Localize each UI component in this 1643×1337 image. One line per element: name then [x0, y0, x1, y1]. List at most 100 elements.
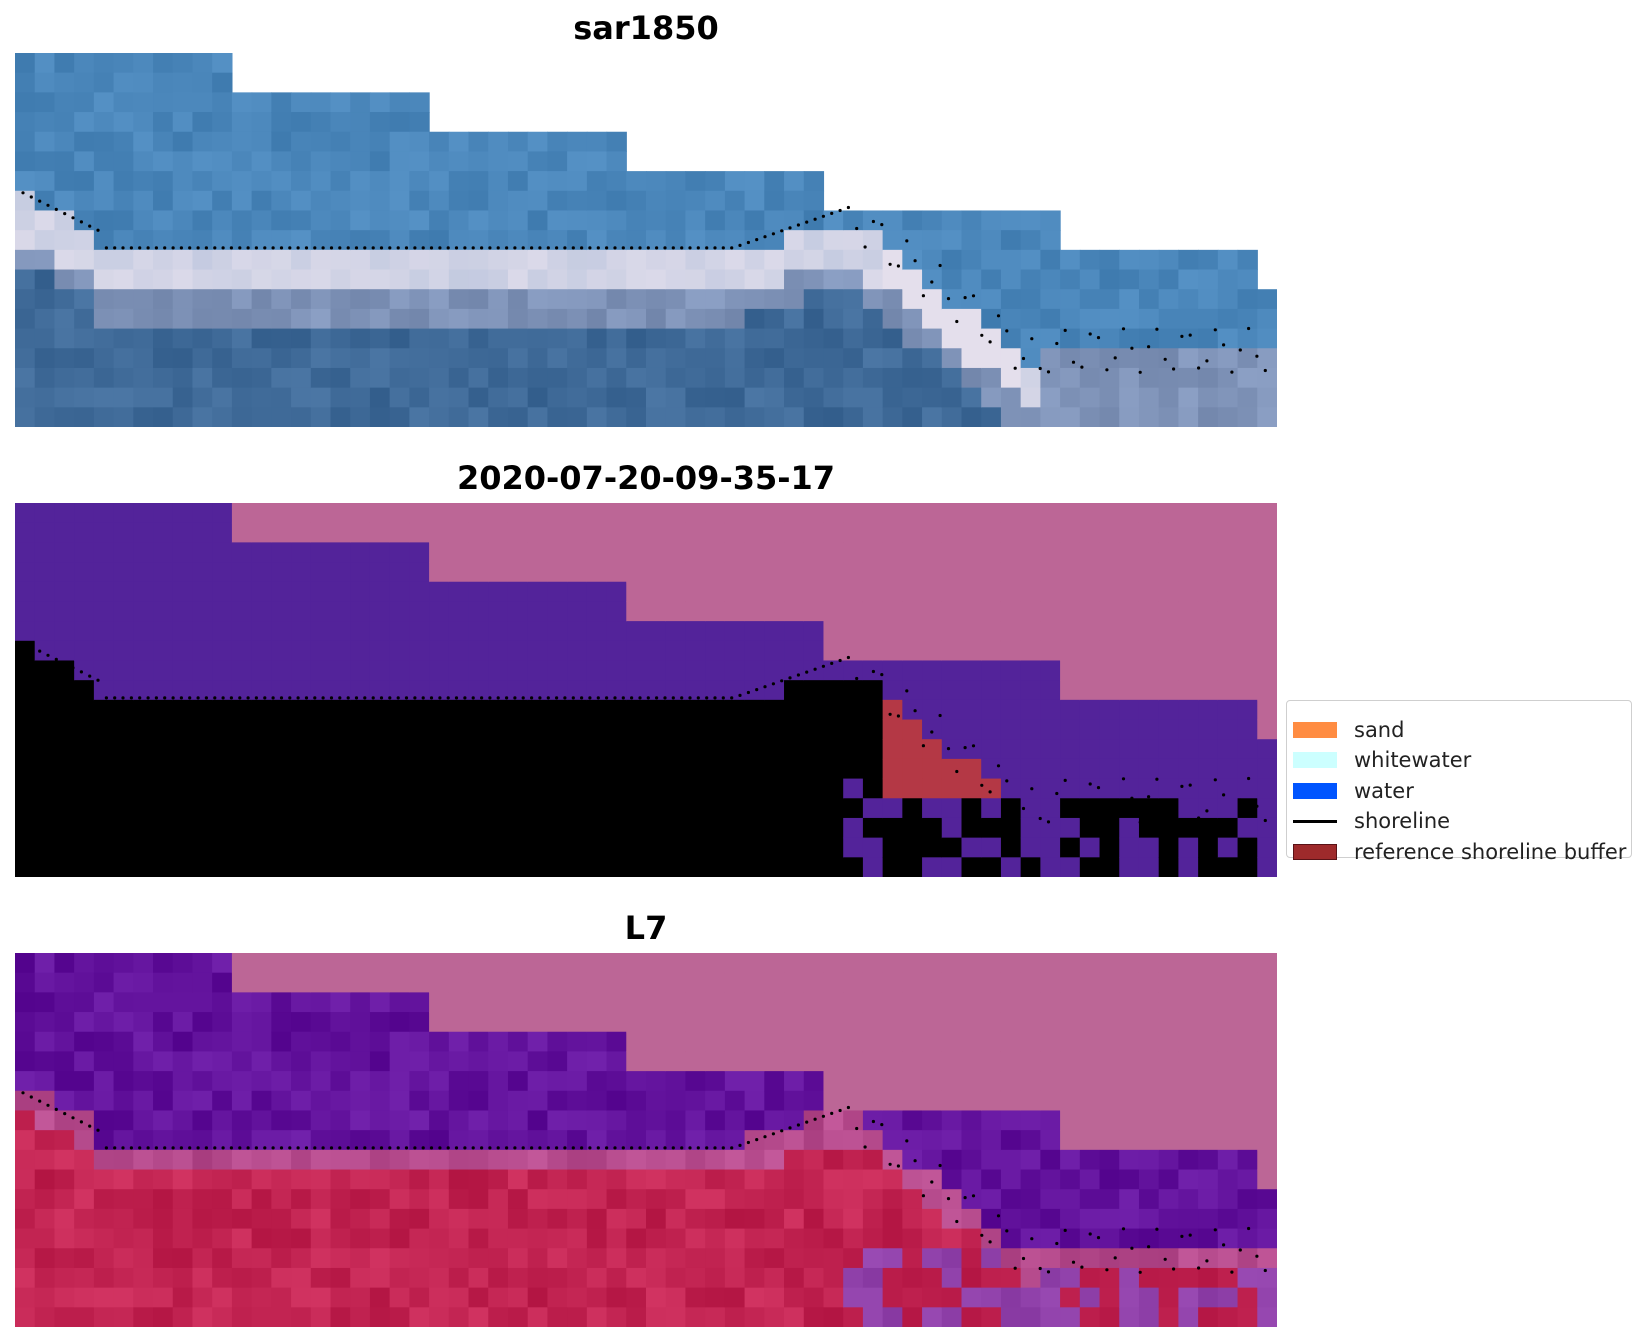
nodata-pixel — [1217, 1130, 1239, 1151]
sar-pixel — [567, 348, 588, 369]
shoreline-point — [213, 1146, 217, 1150]
nodata-pixel — [271, 522, 292, 543]
class-pixel — [310, 798, 332, 819]
index-pixel — [567, 1287, 588, 1308]
class-pixel — [74, 581, 95, 603]
class-pixel — [586, 581, 608, 603]
sar-pixel — [1079, 407, 1101, 427]
shoreline-point — [1080, 815, 1084, 819]
nodata-pixel — [1138, 953, 1160, 974]
class-pixel — [882, 699, 903, 721]
index-pixel — [1138, 1149, 1160, 1171]
sar-pixel — [172, 151, 194, 172]
index-pixel — [330, 1248, 351, 1269]
shoreline-point — [488, 696, 492, 700]
index-pixel — [685, 1267, 706, 1289]
shoreline-point — [1005, 1229, 1009, 1233]
class-pixel — [172, 719, 194, 740]
nodata-pixel — [646, 953, 667, 974]
nodata-pixel — [764, 542, 785, 563]
nodata-pixel — [1099, 1012, 1120, 1033]
index-pixel — [93, 1071, 115, 1092]
class-pixel — [153, 640, 174, 662]
shoreline-point — [1088, 1232, 1092, 1236]
nodata-pixel — [448, 542, 470, 563]
shoreline-point — [304, 1146, 309, 1150]
sar-pixel — [468, 328, 489, 349]
sar-pixel — [724, 387, 746, 408]
class-pixel — [823, 719, 844, 740]
shoreline-point — [1071, 810, 1076, 814]
sar-pixel — [15, 171, 36, 192]
index-pixel — [606, 1110, 627, 1131]
shoreline-point — [688, 696, 692, 700]
nodata-pixel — [685, 972, 706, 993]
sar-pixel — [34, 249, 56, 271]
sar-pixel — [606, 151, 627, 172]
index-pixel — [981, 1307, 1002, 1327]
shoreline-point — [755, 1138, 759, 1142]
sar-pixel — [74, 53, 95, 74]
shoreline-point — [338, 246, 342, 250]
index-pixel — [724, 1169, 746, 1190]
index-pixel — [1257, 1307, 1277, 1327]
nodata-pixel — [922, 1031, 943, 1053]
sar-pixel — [291, 92, 312, 113]
class-pixel — [843, 719, 864, 740]
shoreline-point — [771, 232, 776, 236]
sar-pixel — [724, 348, 746, 369]
class-pixel — [1060, 837, 1081, 858]
sar-pixel — [1198, 348, 1219, 369]
sar-pixel — [507, 131, 529, 153]
index-pixel — [527, 1031, 549, 1053]
class-pixel — [507, 680, 529, 701]
index-pixel — [350, 1130, 371, 1151]
sar-pixel — [231, 289, 253, 310]
index-pixel — [941, 1149, 963, 1171]
sar-pixel — [15, 72, 36, 93]
class-pixel — [350, 581, 371, 603]
class-pixel — [192, 680, 213, 701]
index-pixel — [291, 1110, 312, 1131]
sar-pixel — [153, 53, 174, 74]
index-pixel — [153, 1228, 174, 1249]
nodata-pixel — [389, 972, 410, 993]
shoreline-point — [438, 1146, 442, 1150]
sar-pixel — [685, 348, 706, 369]
index-pixel — [1198, 1149, 1219, 1171]
class-pixel — [1079, 857, 1101, 877]
shoreline-point — [813, 217, 817, 221]
index-pixel — [981, 1208, 1002, 1230]
nodata-pixel — [1060, 1130, 1081, 1151]
nodata-pixel — [705, 1012, 726, 1033]
index-pixel — [1237, 1169, 1258, 1190]
index-pixel — [389, 1031, 410, 1053]
index-pixel — [310, 1051, 332, 1072]
sar-pixel — [843, 387, 864, 408]
class-pixel — [54, 660, 75, 681]
shoreline-point — [1197, 366, 1201, 370]
sar-pixel — [271, 92, 292, 113]
sar-pixel — [764, 210, 785, 231]
index-pixel — [192, 1110, 213, 1131]
class-pixel — [685, 680, 706, 701]
index-pixel — [133, 1130, 154, 1151]
nodata-pixel — [1178, 1071, 1199, 1092]
sar-pixel — [192, 190, 213, 212]
index-pixel — [961, 1110, 982, 1131]
index-pixel — [231, 1189, 253, 1210]
index-pixel — [547, 1307, 568, 1327]
sar-pixel — [764, 387, 785, 408]
class-pixel — [251, 680, 272, 701]
sar-pixel — [231, 171, 253, 192]
sar-pixel — [784, 190, 805, 212]
index-pixel — [626, 1189, 647, 1210]
shoreline-point — [154, 246, 158, 250]
class-pixel — [133, 739, 154, 760]
sar-pixel — [803, 289, 825, 310]
class-pixel — [823, 680, 844, 701]
class-pixel — [113, 522, 134, 543]
index-pixel — [192, 1090, 213, 1112]
sar-pixel — [330, 348, 351, 369]
nodata-pixel — [902, 621, 923, 642]
